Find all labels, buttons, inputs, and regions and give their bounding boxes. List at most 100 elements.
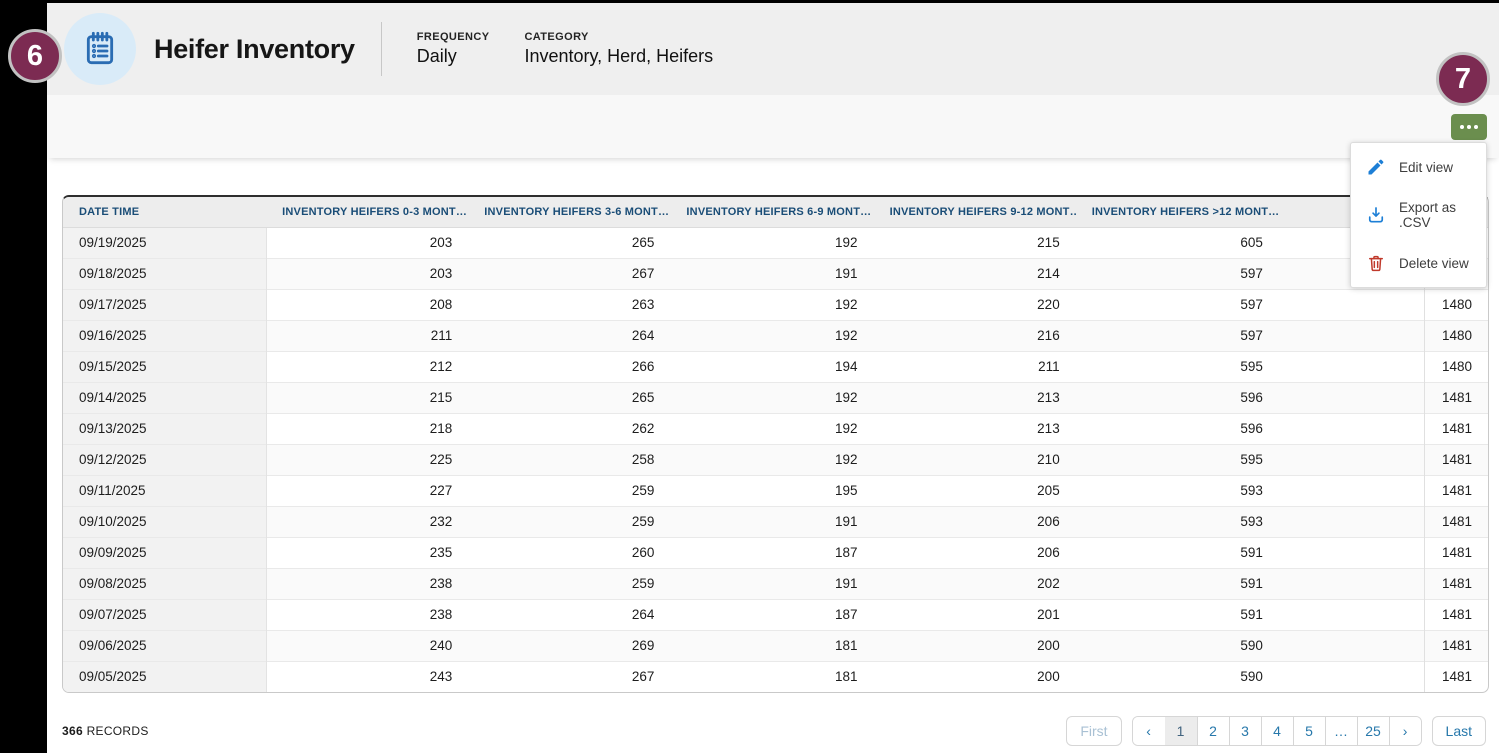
pagination-page-5[interactable]: 5 <box>1292 717 1325 745</box>
value-cell: 187 <box>670 598 874 630</box>
value-cell: 191 <box>670 505 874 537</box>
date-cell: 09/08/2025 <box>63 567 267 599</box>
value-cell: 200 <box>873 660 1076 692</box>
table-row: 09/17/2025 208 263 192 220 597 1480 <box>63 288 1488 320</box>
menu-item-export-csv[interactable]: Export as .CSV <box>1351 191 1486 239</box>
pagination-page-1[interactable]: 1 <box>1164 717 1197 745</box>
value-cell <box>1278 505 1425 537</box>
value-cell: 260 <box>468 536 671 568</box>
pagination-last-button[interactable]: Last <box>1431 716 1486 746</box>
value-cell: 591 <box>1075 567 1279 599</box>
menu-item-edit-view[interactable]: Edit view <box>1351 143 1486 191</box>
column-header[interactable]: INVENTORY HEIFERS 3-6 MONT… <box>468 197 671 228</box>
pagination-next-button[interactable]: › <box>1388 717 1421 745</box>
value-cell: 191 <box>670 257 874 289</box>
more-options-button[interactable] <box>1451 113 1487 140</box>
pagination-ellipsis[interactable]: … <box>1324 717 1357 745</box>
date-cell: 09/12/2025 <box>63 443 267 475</box>
value-cell: 1481 <box>1424 567 1488 599</box>
value-cell: 1480 <box>1424 319 1488 351</box>
date-cell: 09/17/2025 <box>63 288 267 320</box>
table-row: 09/05/2025 243 267 181 200 590 1481 <box>63 660 1488 692</box>
table-row: 09/14/2025 215 265 192 213 596 1481 <box>63 381 1488 413</box>
value-cell: 1481 <box>1424 598 1488 630</box>
trash-icon <box>1369 255 1383 272</box>
value-cell: 227 <box>266 474 469 506</box>
value-cell: 1481 <box>1424 629 1488 661</box>
value-cell: 1481 <box>1424 381 1488 413</box>
value-cell: 262 <box>468 412 671 444</box>
header-divider <box>380 22 382 76</box>
page-header: Heifer Inventory FREQUENCY Daily CATEGOR… <box>47 3 1499 95</box>
value-cell: 213 <box>873 381 1076 413</box>
value-cell: 593 <box>1075 474 1279 506</box>
annotation-badge-7: 7 <box>1436 52 1490 106</box>
value-cell: 187 <box>670 536 874 568</box>
value-cell <box>1278 474 1425 506</box>
value-cell: 211 <box>873 350 1076 382</box>
date-cell: 09/15/2025 <box>63 350 267 382</box>
value-cell: 181 <box>670 629 874 661</box>
value-cell: 215 <box>1037 235 1060 250</box>
value-cell: 201 <box>873 598 1076 630</box>
date-cell: 09/09/2025 <box>63 536 267 568</box>
value-cell: 243 <box>266 660 469 692</box>
value-cell: 203 <box>266 257 469 289</box>
pagination-page-4[interactable]: 4 <box>1260 717 1293 745</box>
value-cell: 1480 <box>1424 350 1488 382</box>
value-cell: 597 <box>1075 257 1279 289</box>
category-value: Inventory, Herd, Heifers <box>524 46 714 66</box>
value-cell: 240 <box>266 629 469 661</box>
column-header[interactable]: INVENTORY HEIFERS >12 MONT… <box>1075 197 1279 228</box>
value-cell: 258 <box>468 443 671 475</box>
date-cell: 09/07/2025 <box>63 598 267 630</box>
value-cell <box>1278 443 1425 475</box>
table-row: 09/13/2025 218 262 192 213 596 1481 <box>63 412 1488 444</box>
value-cell: 192 <box>670 288 874 320</box>
date-cell: 09/11/2025 <box>63 474 267 506</box>
date-cell: 09/13/2025 <box>63 412 267 444</box>
column-header[interactable]: DATE TIME <box>63 197 267 228</box>
date-cell: 09/16/2025 <box>63 319 267 351</box>
date-cell: 09/10/2025 <box>63 505 267 537</box>
pagination-page-2[interactable]: 2 <box>1196 717 1229 745</box>
download-icon <box>1368 207 1384 223</box>
date-cell: 09/14/2025 <box>63 381 267 413</box>
records-label: RECORDS <box>86 724 149 738</box>
pagination-first-button[interactable]: First <box>1066 716 1122 746</box>
pagination-prev-button[interactable]: ‹ <box>1132 717 1165 745</box>
value-cell: 181 <box>670 660 874 692</box>
column-header[interactable]: INVENTORY HEIFERS 0-3 MONT… <box>266 197 469 228</box>
annotation-badge-6: 6 <box>8 29 62 83</box>
value-cell: 596 <box>1075 381 1279 413</box>
menu-item-delete-view[interactable]: Delete view <box>1351 239 1486 287</box>
value-cell <box>1278 288 1425 320</box>
pagination-pages-group: ‹ 1 2 3 4 5… 25 › <box>1131 716 1422 746</box>
pencil-icon <box>1368 159 1384 175</box>
value-cell: 215 <box>266 381 469 413</box>
value-cell: 208 <box>266 288 469 320</box>
value-cell: 1481 <box>1424 474 1488 506</box>
value-cell: 1481 <box>1424 443 1488 475</box>
table-row: 09/16/2025 211 264 192 216 597 1480 <box>63 319 1488 351</box>
value-cell: 205 <box>873 474 1076 506</box>
value-cell: 267 <box>468 257 671 289</box>
value-cell: 213 <box>873 412 1076 444</box>
pagination-page-25[interactable]: 25 <box>1356 717 1389 745</box>
column-header[interactable]: INVENTORY HEIFERS 9-12 MONT… <box>873 197 1076 228</box>
table-row: 09/15/2025 212 266 194 211 595 1480 <box>63 350 1488 382</box>
column-header[interactable]: INVENTORY HEIFERS 6-9 MONT… <box>670 197 874 228</box>
pagination-page-3[interactable]: 3 <box>1228 717 1261 745</box>
value-cell: 591 <box>1075 536 1279 568</box>
date-cell: 09/06/2025 <box>63 629 267 661</box>
value-cell <box>1278 319 1425 351</box>
value-cell: 211 <box>266 319 469 351</box>
date-cell: 09/19/2025 <box>63 227 267 258</box>
date-cell: 09/18/2025 <box>63 257 267 289</box>
value-cell: 206 <box>873 536 1076 568</box>
menu-item-label: Delete view <box>1399 255 1469 271</box>
value-cell: 597 <box>1075 319 1279 351</box>
